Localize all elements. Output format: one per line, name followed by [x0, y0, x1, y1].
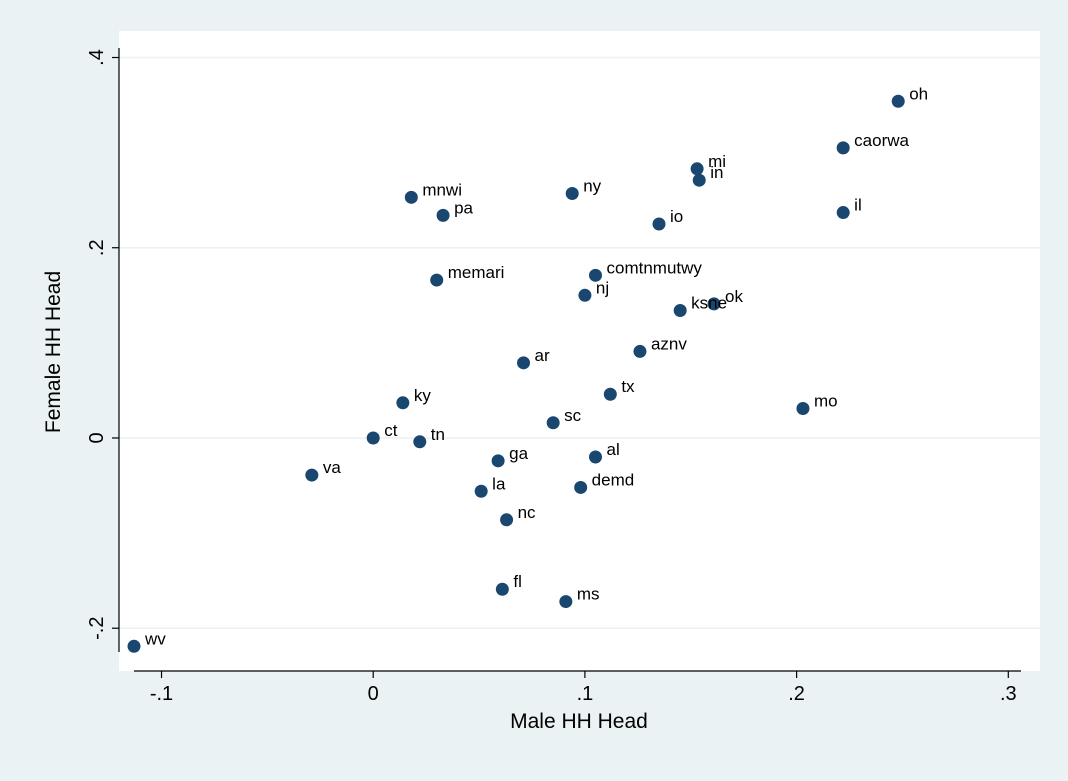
point-label-wv: wv — [144, 629, 166, 648]
point-label-va: va — [323, 458, 342, 477]
point-nc — [500, 513, 514, 527]
point-label-nc: nc — [518, 503, 536, 522]
point-label-mo: mo — [814, 391, 838, 410]
x-tick-label: 0 — [368, 683, 379, 705]
y-tick-label: .2 — [86, 239, 108, 256]
point-label-ksne: ksne — [691, 294, 727, 313]
point-wv — [127, 639, 141, 653]
point-label-ky: ky — [414, 386, 432, 405]
point-label-in: in — [710, 163, 723, 182]
point-label-mnwi: mnwi — [422, 180, 462, 199]
x-tick-label: .2 — [788, 683, 805, 705]
point-label-il: il — [854, 196, 862, 215]
point-ksne — [673, 304, 687, 318]
point-ar — [517, 356, 531, 370]
point-ms — [559, 595, 573, 609]
point-label-la: la — [492, 474, 506, 493]
gridlines — [119, 56, 1040, 629]
point-mnwi — [404, 190, 418, 204]
point-label-ct: ct — [384, 421, 398, 440]
point-oh — [891, 94, 905, 108]
point-ct — [366, 431, 380, 445]
point-al — [588, 450, 602, 464]
point-label-nj: nj — [596, 278, 609, 297]
point-il — [836, 206, 850, 220]
y-axis-title: Female HH Head — [42, 271, 65, 433]
point-label-ok: ok — [725, 287, 743, 306]
point-label-mi: mi — [708, 152, 726, 171]
point-ok — [707, 297, 721, 311]
y-tick-label: .4 — [86, 49, 108, 66]
point-demd — [574, 480, 588, 494]
point-label-tx: tx — [621, 377, 635, 396]
point-label-io: io — [670, 207, 683, 226]
y-tick-label: -.2 — [86, 617, 108, 640]
x-tick-label: -.1 — [150, 683, 173, 705]
point-label-demd: demd — [592, 470, 635, 489]
point-label-ar: ar — [535, 346, 550, 365]
point-mo — [796, 401, 810, 415]
point-tn — [413, 435, 427, 449]
point-ky — [396, 396, 410, 410]
point-in — [692, 173, 706, 187]
point-ga — [491, 454, 505, 468]
point-ny — [565, 187, 579, 201]
axes: -.1 0 .1 .2 .3 -.2 0 .2 .4 — [86, 48, 1021, 705]
plot-area — [119, 31, 1040, 671]
point-tx — [603, 387, 617, 401]
point-aznv — [633, 344, 647, 358]
point-mi — [690, 162, 704, 176]
x-tick-label: .1 — [577, 683, 594, 705]
point-label-oh: oh — [909, 84, 928, 103]
point-label-sc: sc — [564, 406, 582, 425]
point-label-ms: ms — [577, 585, 600, 604]
point-label-caorwa: caorwa — [854, 131, 909, 150]
point-caorwa — [836, 141, 850, 155]
point-label-ga: ga — [509, 444, 528, 463]
point-label-fl: fl — [513, 572, 522, 591]
point-label-ny: ny — [583, 177, 601, 196]
point-nj — [578, 288, 592, 302]
point-label-aznv: aznv — [651, 334, 687, 353]
point-la — [474, 484, 488, 498]
point-memari — [430, 273, 444, 287]
point-label-comtnmutwy: comtnmutwy — [606, 258, 702, 277]
point-label-tn: tn — [431, 425, 445, 444]
x-tick-label: .3 — [1000, 683, 1017, 705]
point-io — [652, 217, 666, 231]
point-fl — [495, 582, 509, 596]
x-axis-title: Male HH Head — [510, 710, 648, 733]
point-va — [305, 468, 319, 482]
point-sc — [546, 416, 560, 430]
point-pa — [436, 208, 450, 222]
point-label-al: al — [606, 440, 619, 459]
point-comtnmutwy — [588, 268, 602, 282]
point-label-memari: memari — [448, 263, 505, 282]
y-tick-label: 0 — [86, 432, 108, 443]
point-label-pa: pa — [454, 198, 473, 217]
